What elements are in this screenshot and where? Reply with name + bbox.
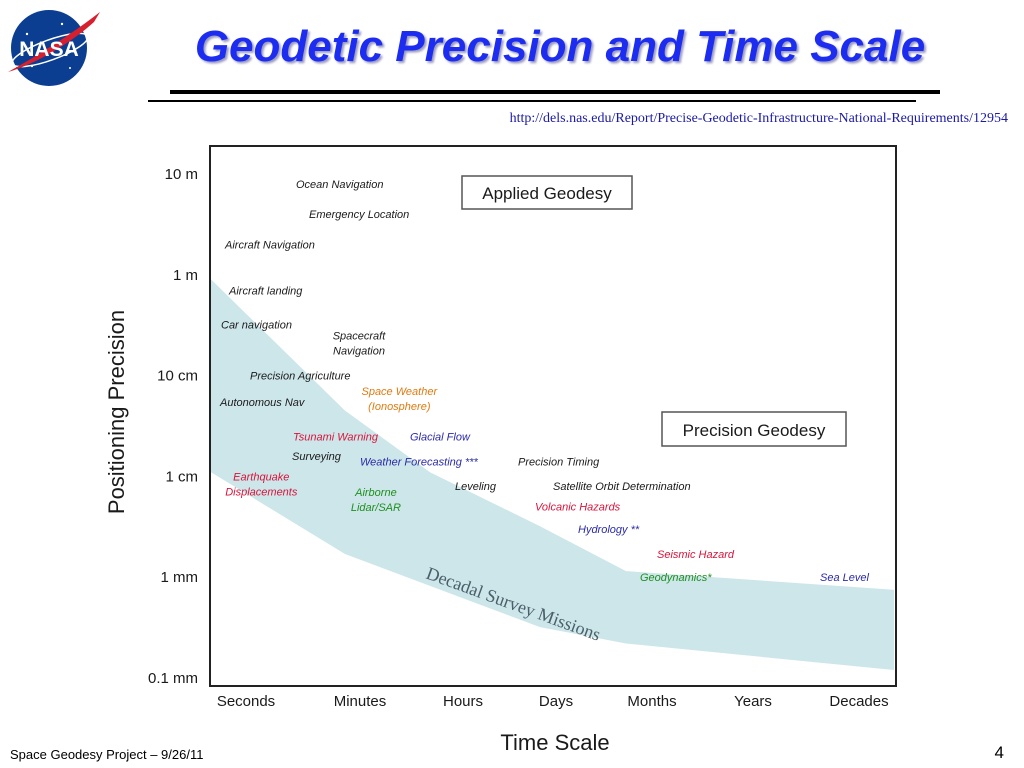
application-label: Geodynamics* (640, 572, 712, 584)
slide-title: Geodetic Precision and Time Scale (194, 22, 926, 71)
application-label: Volcanic Hazards (535, 502, 621, 514)
application-label: Airborne Lidar/SAR (351, 487, 401, 514)
chart-tick-layer: 10 m 1 m 10 cm 1 cm 1 mm 0.1 mm Seconds Minutes… (148, 166, 889, 710)
x-tick-label: Minutes (334, 693, 387, 710)
application-label: Aircraft landing (228, 285, 303, 297)
footer-text: Space Geodesy Project – 9/26/11 (10, 747, 204, 762)
precision-geodesy-box: Precision Geodesy (661, 411, 847, 447)
y-tick-label: 0.1 mm (148, 670, 198, 687)
title-rule-thin (148, 100, 916, 102)
precision-geodesy-label: Precision Geodesy (683, 421, 826, 440)
application-label: Ocean Navigation (296, 179, 383, 191)
application-label: Space Weather (Ionosphere) (361, 386, 438, 413)
application-label: Leveling (455, 481, 497, 493)
chart-band-layer (211, 279, 894, 670)
x-tick-label: Hours (443, 693, 483, 710)
page-number: 4 (994, 743, 1004, 762)
y-tick-label: 10 m (165, 166, 198, 183)
application-label: Emergency Location (309, 209, 409, 221)
application-label: Car navigation (221, 320, 292, 332)
application-label: Surveying (292, 451, 342, 463)
x-tick-label: Years (734, 693, 772, 710)
application-label: Weather Forecasting *** (360, 457, 479, 469)
applied-geodesy-box: Applied Geodesy (461, 175, 633, 210)
application-label: Seismic Hazard (657, 549, 735, 561)
y-tick-label: 1 m (173, 267, 198, 284)
application-label: Spacecraft Navigation (333, 331, 387, 358)
title-rule-thick (170, 90, 940, 94)
chart-label-layer: Ocean Navigation Emergency Location Aircra… (219, 179, 869, 584)
application-label: Earthquake Displacements (225, 471, 298, 498)
applied-geodesy-label: Applied Geodesy (482, 184, 612, 203)
plot-frame (209, 145, 897, 687)
nasa-logo: NASA (8, 10, 100, 86)
x-tick-label: Seconds (217, 693, 275, 710)
application-label: Hydrology ** (578, 524, 640, 536)
nasa-logo-text: NASA (19, 38, 79, 61)
y-axis-label: Positioning Precision (104, 310, 129, 514)
x-tick-label: Decades (829, 693, 888, 710)
application-label: Sea Level (820, 572, 869, 584)
application-label: Precision Timing (518, 457, 600, 469)
application-label: Glacial Flow (410, 431, 471, 443)
application-label: Tsunami Warning (293, 431, 379, 443)
source-url[interactable]: http://dels.nas.edu/Report/Precise-Geode… (509, 111, 1008, 126)
x-axis-label: Time Scale (500, 730, 609, 755)
x-tick-label: Days (539, 693, 573, 710)
decadal-survey-band (211, 279, 894, 670)
y-tick-label: 10 cm (157, 368, 198, 385)
application-label: Precision Agriculture (250, 371, 350, 383)
y-tick-label: 1 cm (165, 468, 198, 485)
application-label: Aircraft Navigation (224, 240, 315, 252)
y-tick-label: 1 mm (161, 569, 199, 586)
application-label: Satellite Orbit Determination (553, 481, 691, 493)
x-tick-label: Months (627, 693, 676, 710)
application-label: Autonomous Nav (219, 397, 306, 409)
